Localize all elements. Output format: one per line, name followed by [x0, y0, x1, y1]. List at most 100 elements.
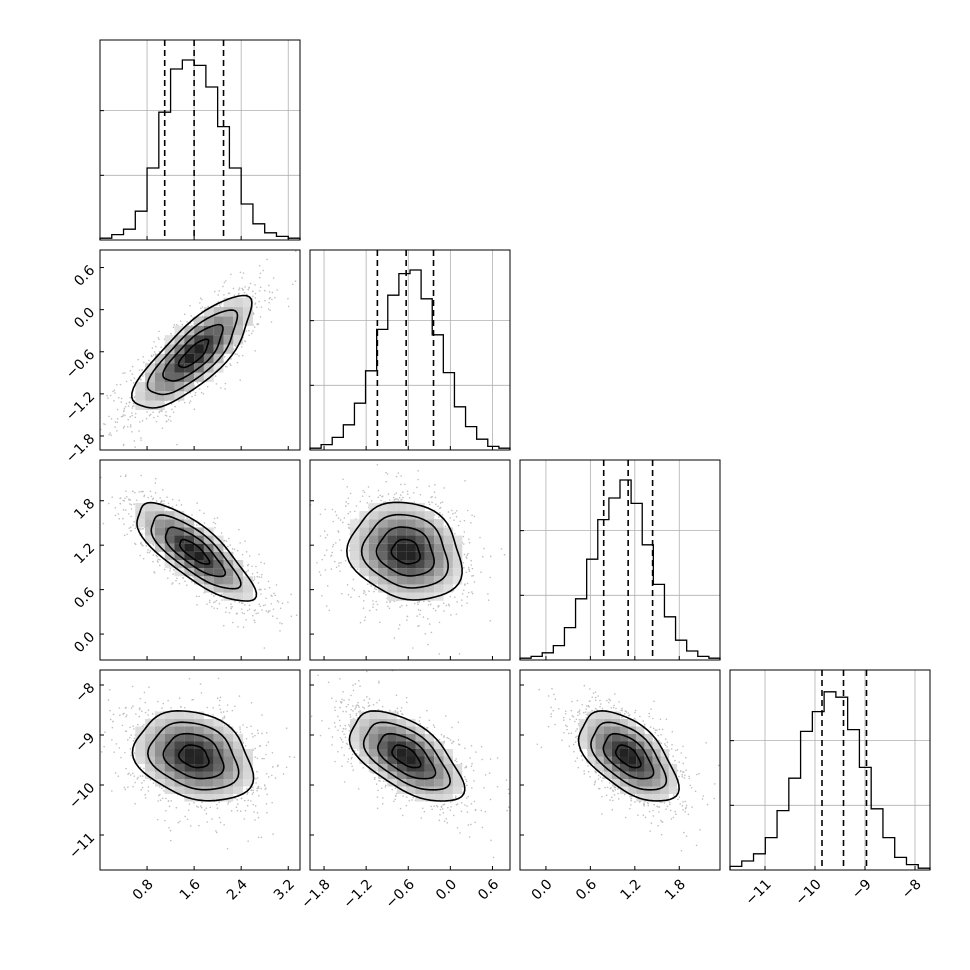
sample-point [243, 291, 246, 294]
sample-point [385, 471, 387, 474]
sample-point [190, 315, 193, 317]
sample-point [149, 413, 152, 416]
contour-level-1 [177, 338, 210, 369]
sample-point [127, 513, 130, 515]
sample-point [147, 496, 149, 499]
sample-point [126, 714, 128, 716]
sample-point [422, 616, 425, 618]
density-cell [350, 543, 360, 552]
sample-point [321, 595, 323, 597]
sample-point [212, 714, 214, 716]
sample-point [428, 623, 431, 625]
sample-point [107, 699, 110, 701]
sample-point [172, 573, 174, 575]
density-cell [378, 511, 388, 520]
density-cell [424, 551, 435, 560]
sample-point [152, 544, 155, 546]
sample-point [113, 400, 115, 402]
density-cell [154, 519, 165, 528]
density-cell [368, 527, 379, 536]
sample-point [335, 566, 338, 569]
sample-point [339, 519, 342, 521]
sample-point [246, 564, 249, 567]
sample-point [267, 308, 270, 310]
sample-point [133, 440, 136, 442]
density-cell [223, 316, 234, 326]
sample-point [231, 621, 234, 624]
sample-point [463, 566, 465, 569]
density-cell [184, 543, 195, 552]
sample-point [242, 626, 245, 628]
sample-point [349, 511, 352, 513]
density-cell [243, 576, 253, 585]
sample-point [471, 575, 473, 577]
density-cell [164, 511, 175, 520]
sample-point [220, 711, 222, 714]
sample-point [265, 597, 267, 600]
density-cell [350, 551, 360, 560]
sample-point [123, 407, 126, 410]
sample-point [226, 365, 228, 368]
sample-point [468, 570, 471, 572]
sample-point [342, 478, 344, 481]
sample-point [364, 616, 367, 618]
sample-point [93, 519, 95, 521]
sample-point [211, 605, 213, 608]
sample-point [430, 496, 432, 499]
sample-point [174, 405, 176, 408]
sample-point [222, 624, 225, 627]
density-cell [174, 363, 185, 373]
sample-point [198, 595, 201, 598]
density-cell [415, 584, 425, 593]
sample-point [213, 290, 216, 293]
sample-point [169, 415, 171, 418]
sample-point [342, 521, 344, 524]
density-cell [359, 560, 369, 569]
sample-point [418, 600, 421, 603]
sample-point [246, 293, 248, 296]
sample-point [145, 417, 148, 420]
sample-point [269, 296, 271, 299]
scatter-panel-4-1 [99, 669, 301, 871]
sample-point [337, 517, 340, 519]
sample-point [120, 415, 123, 418]
sample-point [128, 503, 131, 505]
sample-point [141, 543, 143, 546]
sample-point [428, 503, 431, 506]
sample-point [152, 554, 155, 556]
sample-point [130, 503, 133, 506]
sample-point [187, 809, 190, 812]
sample-point [248, 608, 251, 611]
sample-point [447, 603, 450, 606]
sample-point [152, 411, 154, 414]
panel-frame [309, 249, 511, 451]
density-cell [154, 391, 165, 401]
sample-point [330, 554, 333, 557]
density-cell [184, 535, 195, 544]
sample-point [123, 425, 126, 428]
sample-point [194, 391, 197, 394]
sample-point [125, 474, 127, 476]
sample-point [171, 583, 173, 585]
density-cell [452, 535, 463, 544]
density-cell [406, 543, 416, 552]
sample-point [126, 533, 128, 536]
sample-point [198, 509, 201, 512]
density-cell [223, 551, 234, 560]
sample-point [156, 555, 159, 558]
sample-point [216, 697, 219, 700]
sample-point [489, 619, 492, 622]
sample-point [374, 587, 376, 590]
sample-point [454, 596, 456, 599]
sample-point [239, 271, 242, 274]
sample-point [295, 250, 297, 252]
sample-point [133, 377, 136, 380]
density-cell [213, 325, 224, 336]
sample-point [271, 298, 273, 301]
sample-point [267, 611, 269, 613]
sample-point [104, 423, 106, 426]
density-cell [233, 576, 244, 585]
sample-point [212, 521, 215, 524]
sample-point [245, 618, 247, 621]
sample-point [441, 513, 444, 516]
